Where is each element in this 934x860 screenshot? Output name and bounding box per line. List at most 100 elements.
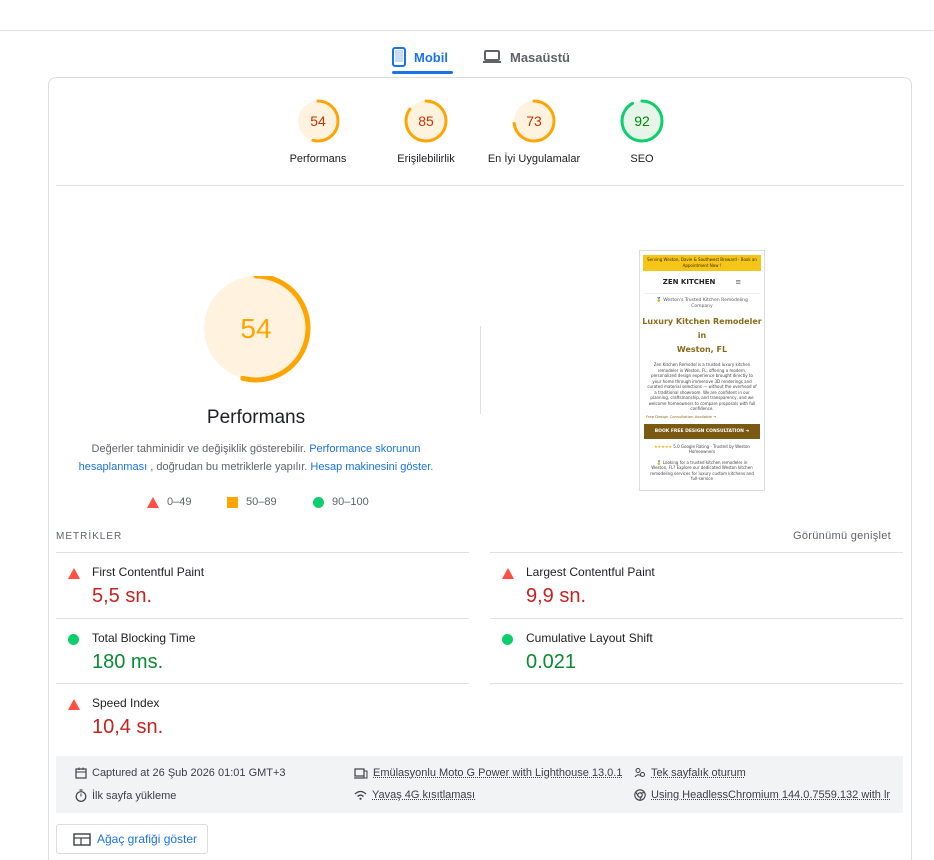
metric-value: 180 ms. bbox=[92, 651, 163, 674]
session-info[interactable]: Tek sayfalık oturum bbox=[634, 767, 746, 779]
expand-view-toggle[interactable]: Görünümü genişlet bbox=[793, 530, 891, 542]
runtime-settings: Captured at 26 Şub 2026 01:01 GMT+3 İlk … bbox=[56, 756, 903, 813]
metric-name: Largest Contentful Paint bbox=[526, 565, 655, 579]
metric-value: 9,9 sn. bbox=[526, 585, 586, 608]
seo-gauge: 92 bbox=[620, 99, 664, 143]
preview-stars: ★★★★★ bbox=[654, 444, 672, 449]
legend-fail: 0–49 bbox=[147, 494, 191, 510]
accessibility-gauge: 85 bbox=[404, 99, 448, 143]
metrics-heading: METRİKLER bbox=[56, 531, 122, 542]
orange-square-icon bbox=[227, 497, 238, 508]
metric-tbt: Total Blocking Time 180 ms. bbox=[56, 619, 468, 683]
performance-description: Değerler tahminidir ve değişiklik göster… bbox=[76, 440, 436, 476]
metric-name: First Contentful Paint bbox=[92, 565, 204, 579]
red-triangle-icon bbox=[68, 568, 80, 579]
gauge-value: 73 bbox=[526, 113, 542, 129]
active-tab-indicator bbox=[392, 71, 453, 74]
red-triangle-icon bbox=[68, 699, 80, 710]
metric-divider bbox=[490, 683, 903, 684]
metric-speed-index: Speed Index 10,4 sn. bbox=[56, 684, 468, 748]
smartphone-icon bbox=[392, 47, 406, 67]
preview-body: Zen Kitchen Remodel is a trusted luxury … bbox=[646, 362, 758, 412]
treemap-button[interactable]: Ağaç grafiği göster bbox=[56, 824, 208, 854]
preview-cta-button: BOOK FREE DESIGN CONSULTATION ➜ bbox=[644, 424, 760, 439]
hamburger-menu-icon: ≡ bbox=[735, 278, 741, 286]
stopwatch-icon bbox=[75, 789, 87, 802]
metric-name: Total Blocking Time bbox=[92, 631, 195, 645]
tab-desktop[interactable]: Masaüstü bbox=[482, 40, 570, 74]
initial-load: İlk sayfa yükleme bbox=[75, 789, 176, 802]
browser-text: Using HeadlessChromium 144.0.7559.132 wi… bbox=[651, 789, 890, 801]
legend-average-label: 50–89 bbox=[246, 496, 277, 508]
red-triangle-icon bbox=[502, 568, 514, 579]
throttling-text: Yavaş 4G kısıtlaması bbox=[372, 789, 475, 801]
metric-lcp: Largest Contentful Paint 9,9 sn. bbox=[490, 553, 902, 617]
score-seo[interactable]: 92 SEO bbox=[582, 99, 702, 165]
legend-pass-label: 90–100 bbox=[332, 496, 369, 508]
emulation-text: Emülasyonlu Moto G Power with Lighthouse… bbox=[373, 767, 622, 779]
green-circle-icon bbox=[313, 497, 324, 508]
green-circle-icon bbox=[68, 634, 79, 645]
gauge-value: 85 bbox=[418, 113, 434, 129]
desc-text-1: Değerler tahminidir ve değişiklik göster… bbox=[92, 443, 307, 455]
device-tabs: Mobil Masaüstü bbox=[0, 40, 934, 74]
gauge-label: Erişilebilirlik bbox=[366, 153, 486, 165]
tab-mobile-label: Mobil bbox=[414, 50, 448, 65]
green-circle-icon bbox=[502, 634, 513, 645]
metric-cls: Cumulative Layout Shift 0.021 bbox=[490, 619, 902, 683]
legend-pass: 90–100 bbox=[313, 494, 369, 510]
chrome-icon bbox=[634, 789, 646, 801]
red-triangle-icon bbox=[147, 497, 159, 508]
desc-text-2: , doğrudan bu metriklerle yapılır. bbox=[150, 461, 307, 473]
performance-big-gauge: 54 bbox=[201, 276, 311, 386]
preview-rating-text: 5.0 Google Rating · Trusted by Weston Ho… bbox=[673, 444, 750, 455]
treemap-button-label: Ağaç grafiği göster bbox=[97, 832, 197, 846]
emulation-info[interactable]: Emülasyonlu Moto G Power with Lighthouse… bbox=[354, 767, 622, 779]
big-gauge-value: 54 bbox=[240, 313, 271, 344]
score-performance[interactable]: 54 Performans bbox=[258, 99, 378, 165]
gauge-label: SEO bbox=[582, 153, 702, 165]
gauge-value: 92 bbox=[634, 113, 650, 129]
metric-value: 10,4 sn. bbox=[92, 716, 163, 739]
page-screenshot-preview[interactable]: Serving Weston, Davie & Southwest Browar… bbox=[639, 250, 765, 491]
laptop-icon bbox=[482, 49, 502, 65]
initial-load-text: İlk sayfa yükleme bbox=[92, 790, 176, 802]
calculator-link[interactable]: Hesap makinesini göster. bbox=[310, 461, 433, 473]
metric-name: Cumulative Layout Shift bbox=[526, 631, 653, 645]
preview-banner: Serving Weston, Davie & Southwest Browar… bbox=[643, 255, 761, 271]
gauge-label: Performans bbox=[258, 153, 378, 165]
score-accessibility[interactable]: 85 Erişilebilirlik bbox=[366, 99, 486, 165]
preview-rating: ★★★★★ 5.0 Google Rating · Trusted by Wes… bbox=[648, 444, 756, 455]
best-practices-gauge: 73 bbox=[512, 99, 556, 143]
calendar-icon bbox=[75, 767, 87, 779]
legend-average: 50–89 bbox=[227, 494, 277, 510]
preview-heading-2: Weston, FL bbox=[640, 343, 764, 357]
treemap-icon bbox=[73, 833, 91, 846]
preview-tagline: 🏅 Weston's Trusted Kitchen Remodeling Co… bbox=[650, 298, 754, 310]
preview-divider bbox=[644, 293, 760, 294]
signal-icon bbox=[354, 790, 367, 800]
metric-value: 0.021 bbox=[526, 651, 576, 674]
session-text: Tek sayfalık oturum bbox=[651, 767, 746, 779]
gauge-label: En İyi Uygulamalar bbox=[474, 153, 594, 165]
captured-at: Captured at 26 Şub 2026 01:01 GMT+3 bbox=[75, 767, 286, 779]
performance-gauge: 54 bbox=[296, 99, 340, 143]
preview-logo: ZEN KITCHEN bbox=[663, 278, 716, 286]
browser-info[interactable]: Using HeadlessChromium 144.0.7559.132 wi… bbox=[634, 789, 890, 801]
metric-fcp: First Contentful Paint 5,5 sn. bbox=[56, 553, 468, 617]
section-divider bbox=[56, 185, 904, 186]
metric-value: 5,5 sn. bbox=[92, 585, 152, 608]
preview-link: Free Design Consultation Available → bbox=[646, 414, 758, 419]
legend-fail-label: 0–49 bbox=[167, 496, 191, 508]
people-icon bbox=[634, 767, 646, 779]
devices-icon bbox=[354, 768, 368, 779]
throttling-info[interactable]: Yavaş 4G kısıtlaması bbox=[354, 789, 475, 801]
metric-name: Speed Index bbox=[92, 696, 159, 710]
score-best-practices[interactable]: 73 En İyi Uygulamalar bbox=[474, 99, 594, 165]
performance-title: Performans bbox=[150, 407, 362, 429]
tab-mobile[interactable]: Mobil bbox=[392, 40, 448, 74]
top-divider bbox=[0, 30, 934, 31]
vertical-divider bbox=[480, 326, 481, 414]
preview-tail-text: 🏅 Looking for a trusted kitchen remodele… bbox=[650, 460, 754, 482]
captured-at-text: Captured at 26 Şub 2026 01:01 GMT+3 bbox=[92, 767, 286, 779]
